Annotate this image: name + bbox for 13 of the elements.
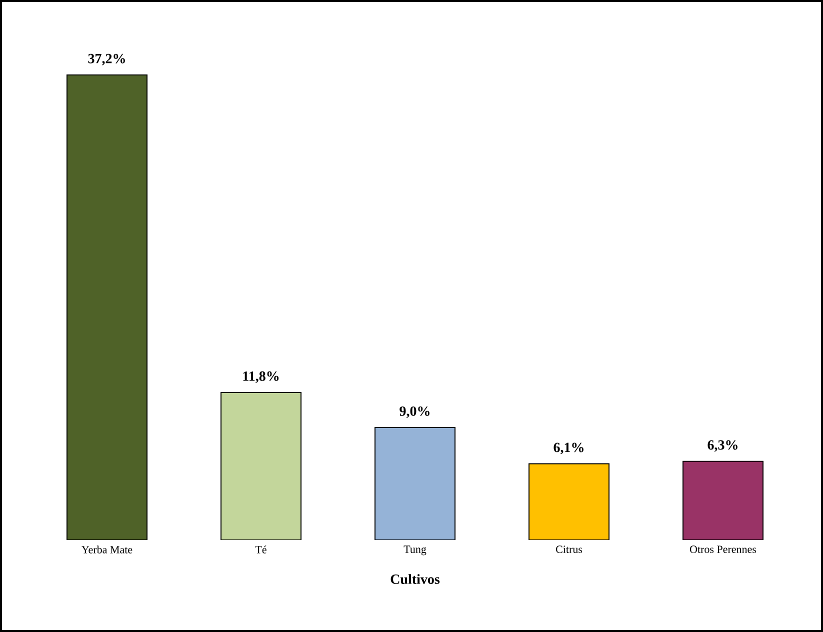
x-tick-label: Té <box>255 546 266 554</box>
data-label: 6,1% <box>554 442 584 454</box>
bar <box>66 74 148 540</box>
x-tick-label: Citrus <box>556 546 582 554</box>
x-tick-label: Tung <box>404 546 426 556</box>
data-label: 11,8% <box>243 371 279 383</box>
x-axis-title: Cultivos <box>390 574 440 584</box>
data-label: 37,2% <box>88 54 125 66</box>
x-tick-label: Yerba Mate <box>82 546 132 554</box>
x-tick-label: Otros Perennes <box>690 546 756 554</box>
data-label: 9,0% <box>400 406 430 418</box>
data-label: 6,3% <box>708 440 738 452</box>
bar <box>374 426 456 540</box>
